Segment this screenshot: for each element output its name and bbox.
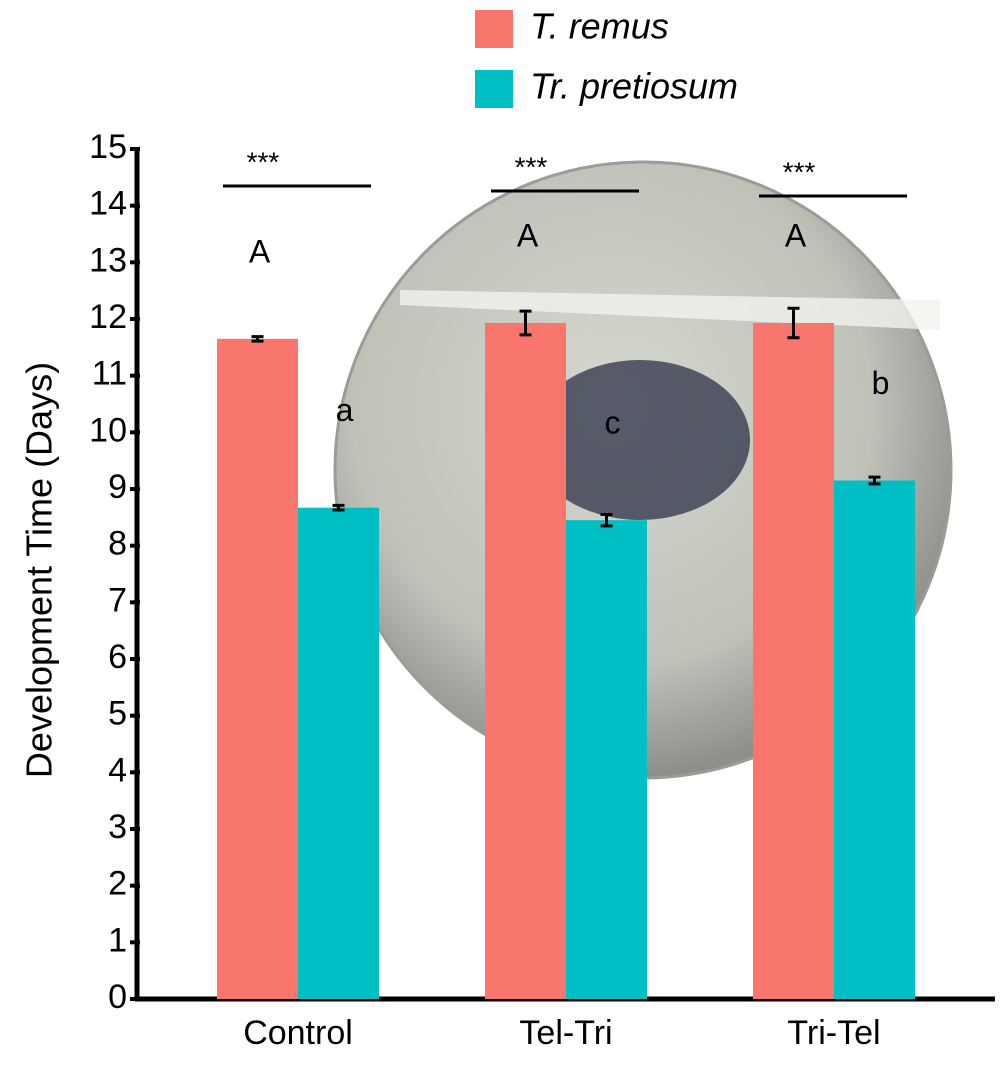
y-tick-label: 2 xyxy=(108,865,127,903)
y-tick-label: 3 xyxy=(108,808,127,846)
y-tick-label: 13 xyxy=(89,241,127,279)
legend-label: T. remus xyxy=(530,6,669,47)
group-letter: A xyxy=(249,233,271,269)
bar xyxy=(298,508,379,999)
group-letter: b xyxy=(872,365,890,401)
legend-swatch xyxy=(475,70,513,108)
legend-swatch xyxy=(475,10,513,48)
bar xyxy=(834,481,915,1000)
y-axis-label: Development Time (Days) xyxy=(19,362,60,778)
y-tick-label: 8 xyxy=(108,525,127,563)
bar xyxy=(217,339,298,999)
group-letter: A xyxy=(785,217,807,253)
y-tick-label: 1 xyxy=(108,921,127,959)
page: Development Time (Days) 0123456789101112… xyxy=(0,0,1003,1065)
bar xyxy=(485,323,566,999)
y-tick-label: 15 xyxy=(89,128,127,166)
x-tick-label: Control xyxy=(243,1014,353,1052)
chart: Development Time (Days) 0123456789101112… xyxy=(0,0,1003,1065)
y-tick-label: 5 xyxy=(108,695,127,733)
significance-label: *** xyxy=(783,156,816,187)
bar xyxy=(753,323,834,999)
group-letter: c xyxy=(605,405,621,441)
y-tick-label: 0 xyxy=(108,978,127,1016)
significance-label: *** xyxy=(515,151,548,182)
y-tick-label: 4 xyxy=(108,751,127,789)
group-letter: a xyxy=(336,392,354,428)
y-tick-label: 14 xyxy=(89,185,127,223)
y-tick-label: 7 xyxy=(108,581,127,619)
y-tick-label: 12 xyxy=(89,298,127,336)
group-letter: A xyxy=(517,217,539,253)
y-tick-label: 6 xyxy=(108,638,127,676)
significance-label: *** xyxy=(247,146,280,177)
x-tick-label: Tel-Tri xyxy=(519,1014,612,1052)
x-tick-label: Tri-Tel xyxy=(787,1014,880,1052)
y-tick-label: 10 xyxy=(89,411,127,449)
y-tick-label: 9 xyxy=(108,468,127,506)
legend-label: Tr. pretiosum xyxy=(530,66,738,107)
bar xyxy=(566,520,647,999)
y-tick-label: 11 xyxy=(92,355,127,393)
